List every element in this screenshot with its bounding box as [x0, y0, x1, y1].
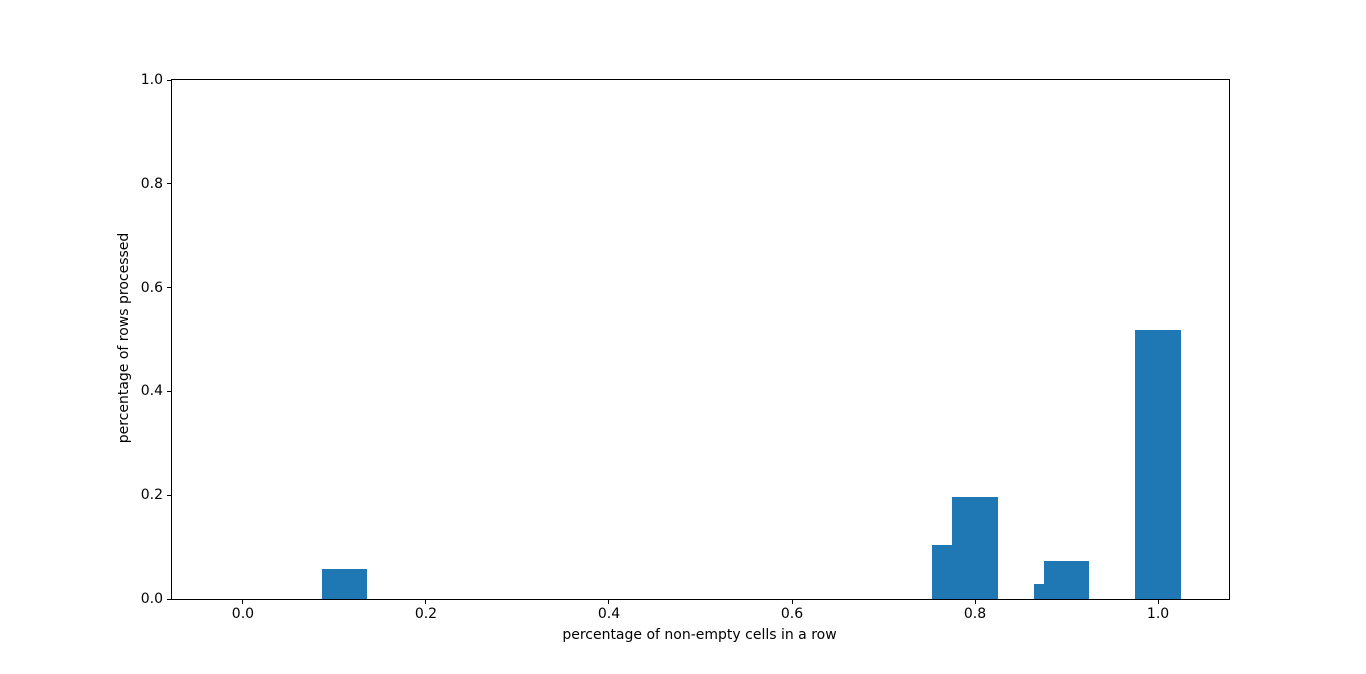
y-tick-label: 0.4 [140, 383, 163, 400]
bar [1135, 330, 1181, 599]
plot-area: 0.0 0.2 0.4 0.6 0.8 1.0 0.0 0.2 0.4 0.6 0.8 1.0 [141, 72, 1230, 622]
x-tick-label: 0.8 [963, 606, 987, 622]
y-tick-label: 0.2 [140, 487, 163, 504]
x-tick-label: 1.0 [1146, 606, 1170, 622]
y-tick-mark [167, 598, 172, 600]
y-tick-mark [167, 183, 172, 185]
x-tick-label: 0.0 [231, 606, 255, 622]
x-tick-label: 0.4 [597, 606, 621, 622]
y-tick-label: 0.0 [140, 591, 163, 607]
x-tick-mark [425, 599, 427, 604]
bar [1043, 560, 1090, 599]
x-tick-mark [242, 599, 244, 604]
x-tick-mark [791, 599, 793, 604]
x-axis-label: percentage of non-empty cells in a row [562, 627, 837, 643]
y-tick-mark [167, 287, 172, 289]
y-axis-label: percentage of rows processed [116, 232, 132, 444]
y-tick-mark [167, 79, 172, 81]
bar [952, 496, 998, 599]
y-tick-label: 1.0 [140, 72, 163, 88]
x-tick-mark [1157, 599, 1159, 604]
y-tick-mark [167, 390, 172, 392]
y-tick-label: 0.8 [140, 175, 163, 192]
x-tick-label: 0.2 [414, 606, 438, 622]
bar [321, 568, 368, 599]
x-tick-mark [974, 599, 976, 604]
y-tick-mark [167, 494, 172, 496]
y-tick-label: 0.6 [140, 279, 163, 296]
x-tick-label: 0.6 [780, 606, 804, 622]
x-tick-mark [608, 599, 610, 604]
